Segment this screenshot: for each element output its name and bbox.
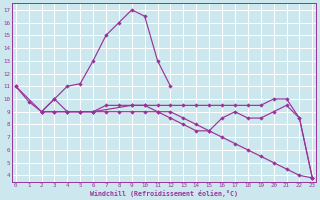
X-axis label: Windchill (Refroidissement éolien,°C): Windchill (Refroidissement éolien,°C) [90,190,238,197]
